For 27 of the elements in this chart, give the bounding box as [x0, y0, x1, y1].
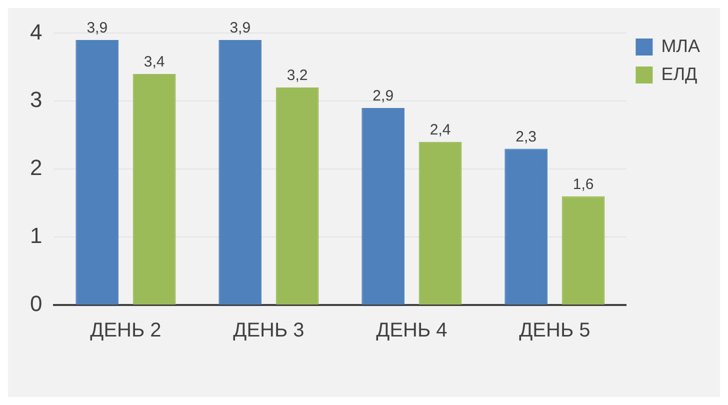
data-label: 3,4: [144, 54, 165, 71]
y-tick-label: 4: [30, 19, 42, 44]
bar: [504, 148, 548, 304]
bar: [418, 142, 462, 304]
bar: [218, 40, 262, 304]
bar: [76, 40, 119, 304]
bar: [562, 196, 605, 304]
data-label: 2,4: [430, 122, 451, 139]
legend-label: ЕЛД: [661, 64, 698, 84]
data-label: 2,3: [516, 128, 537, 146]
y-tick-label: 0: [30, 291, 42, 316]
data-label: 3,9: [86, 20, 108, 37]
bar: [132, 74, 176, 304]
data-label: 3,9: [230, 20, 251, 37]
bar: [276, 88, 319, 304]
y-tick-label: 2: [30, 155, 42, 180]
x-tick-label: ДЕНЬ 5: [519, 320, 590, 342]
x-tick-label: ДЕНЬ 4: [376, 320, 448, 342]
x-tick-label: ДЕНЬ 3: [233, 320, 304, 342]
bar: [362, 108, 405, 304]
data-label: 1,6: [572, 176, 594, 193]
data-label: 3,2: [286, 67, 308, 84]
legend-label: МЛА: [661, 36, 700, 56]
y-tick-label: 1: [30, 223, 42, 248]
y-tick-label: 3: [30, 87, 42, 112]
x-tick-label: ДЕНЬ 2: [90, 320, 162, 342]
data-label: 2,9: [372, 88, 394, 105]
